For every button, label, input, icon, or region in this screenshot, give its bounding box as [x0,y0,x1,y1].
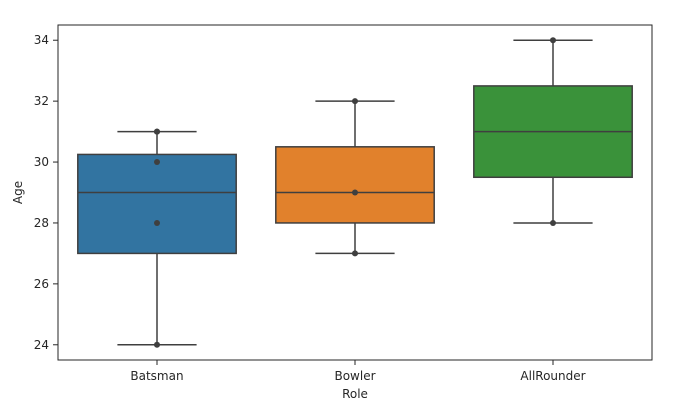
iqr-box [275,146,435,224]
x-tick-label: Batsman [130,369,183,383]
data-point [550,219,556,226]
x-tick-label: Bowler [334,369,375,383]
x-axis-ticks: Batsman Bowler AllRounder [130,360,586,383]
data-point [154,128,160,135]
y-tick-label: 26 [34,277,49,291]
plot-frame [57,24,653,361]
y-axis-label: Age [11,181,25,204]
x-axis-label: Role [342,387,368,401]
data-point [352,189,358,196]
y-tick-label: 30 [34,155,49,169]
box-allrounder [473,37,633,226]
data-point [550,37,556,44]
data-point [352,98,358,105]
x-tick-label: AllRounder [520,369,585,383]
data-point [154,219,160,226]
box-bowler [275,98,435,257]
iqr-box [77,153,237,255]
box-batsman [77,128,237,348]
y-tick-label: 24 [34,338,49,352]
box-plot-marks [77,37,633,348]
data-point [154,159,160,166]
data-point [352,250,358,257]
y-axis-ticks: 24 26 28 30 32 34 [34,33,58,352]
y-tick-label: 32 [34,94,49,108]
y-tick-label: 28 [34,216,49,230]
data-point [154,341,160,348]
y-tick-label: 34 [34,33,49,47]
